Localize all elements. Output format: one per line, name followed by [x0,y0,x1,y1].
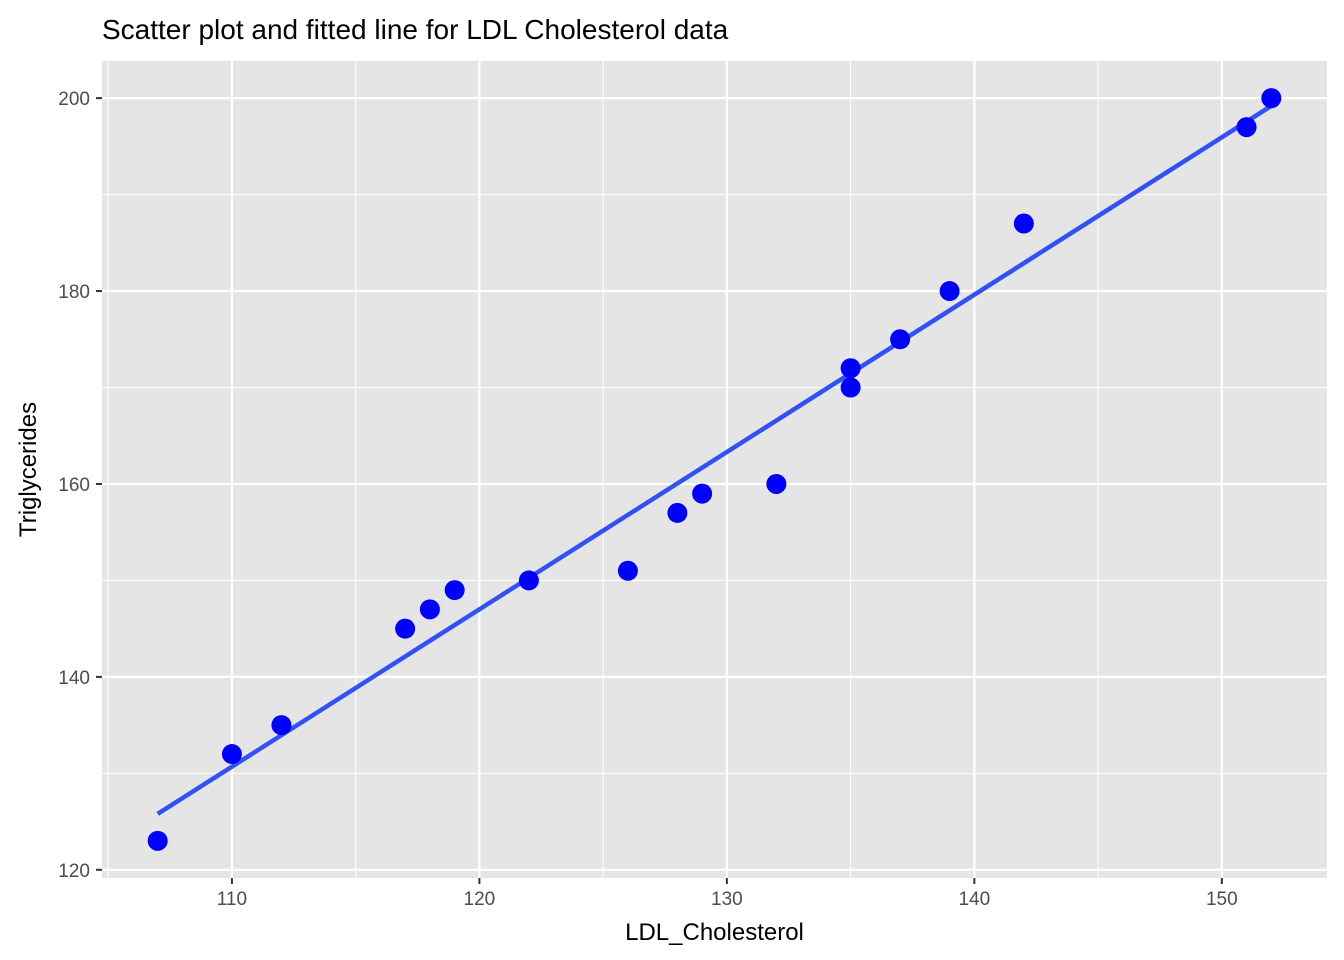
data-point [271,715,292,736]
y-tick-label: 200 [58,89,90,110]
data-point [1236,117,1257,138]
data-points [147,88,1282,851]
data-point [395,618,416,639]
x-tick-label: 150 [1206,889,1238,910]
y-tick-label: 160 [58,475,90,496]
data-point [419,599,440,620]
chart-title: Scatter plot and fitted line for LDL Cho… [102,14,729,45]
y-tick-label: 140 [58,668,90,689]
data-point [617,560,638,581]
x-tick-label: 140 [958,889,990,910]
data-point [147,830,168,851]
y-tick-label: 180 [58,282,90,303]
data-point [692,483,713,504]
data-point [766,473,787,494]
minor-gridlines [102,61,1327,878]
x-axis-ticks: 110 120 130 140 150 [217,878,1238,910]
data-point [1013,213,1034,234]
data-point [840,358,861,379]
data-point [221,744,242,765]
data-point [667,502,688,523]
x-tick-label: 120 [464,889,496,910]
x-axis-title: LDL_Cholesterol [625,919,804,946]
major-gridlines [102,61,1327,878]
data-point [939,281,960,302]
data-point [444,580,465,601]
x-tick-label: 110 [217,889,247,910]
plot-panel [102,61,1327,878]
data-point [840,377,861,398]
y-tick-label: 120 [58,861,90,882]
y-axis-title: Triglycerides [15,402,42,537]
data-point [518,570,539,591]
data-point [890,329,911,350]
x-tick-label: 130 [711,889,743,910]
fitted-line [156,103,1273,816]
data-point [1261,88,1282,109]
fitted-line-layer [156,103,1273,816]
y-axis-ticks: 120 140 160 180 200 [58,89,102,882]
